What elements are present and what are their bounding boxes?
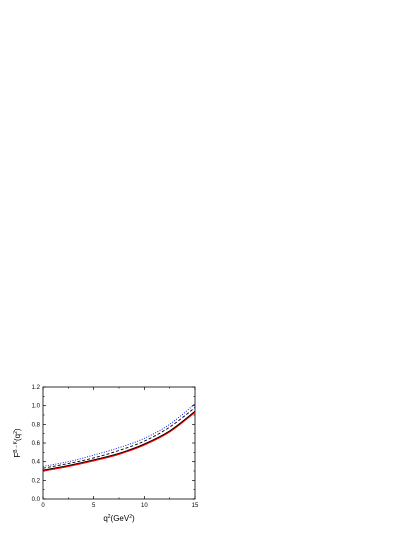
y-tick-label: 1.0: [32, 404, 41, 410]
y-tick-label: 1.2: [32, 385, 41, 391]
x-tick-label: 0: [41, 503, 45, 509]
y-tick-label: 0.4: [32, 460, 41, 466]
y-tick-label: 0.0: [32, 497, 41, 503]
y-tick-label: 0.8: [32, 422, 41, 428]
axes-group: [42, 386, 196, 500]
x-tick-label: 5: [92, 503, 96, 509]
y-tick-label: 0.6: [32, 441, 41, 447]
series-line-3-dashed: [42, 407, 196, 469]
series-line-2-solid: [42, 410, 196, 471]
x-axis-label: q2(GeV2): [103, 514, 135, 523]
plot-frame: [42, 386, 196, 500]
plot-area: [42, 386, 196, 500]
y-axis-label: FB→K(q2): [13, 428, 22, 457]
x-tick-label: 15: [192, 503, 199, 509]
y-tick-label: 0.2: [32, 478, 41, 484]
series-line-4-dotted: [42, 403, 196, 467]
x-tick-label: 10: [141, 503, 148, 509]
series-line-1-solid: [42, 411, 196, 472]
series-group: [42, 403, 196, 472]
labels-group: 0 5 10 15 0.0 0.2 0.4 0.6 0.8 1.0 1.2 q2(GeV2) FB→K(…: [13, 385, 199, 523]
